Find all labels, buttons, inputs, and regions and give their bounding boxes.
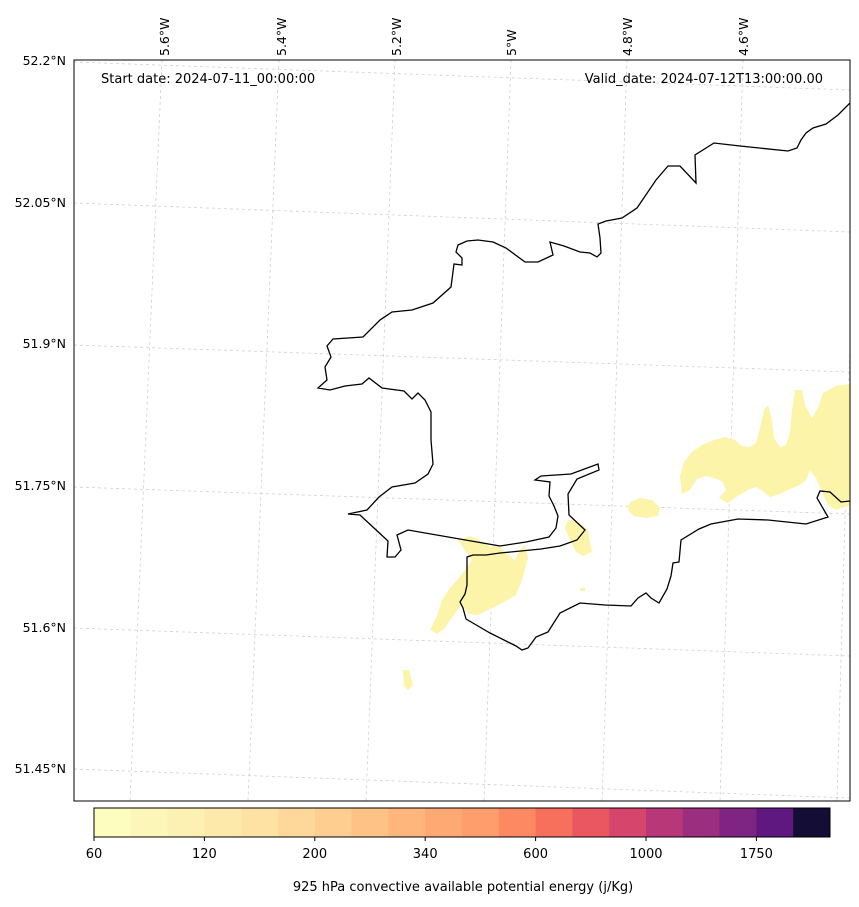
colorbar-segment — [683, 808, 720, 837]
valid-date-label: Valid_date: 2024-07-12T13:00:00.00 — [585, 72, 823, 87]
lon-label-5-0w: 5°W — [504, 29, 519, 56]
colorbar-segment — [278, 808, 315, 837]
longitude-labels: 5.6°W 5.4°W 5.2°W 5°W 4.8°W 4.6°W — [157, 18, 751, 57]
colorbar-segment — [425, 808, 462, 837]
colorbar-segment — [315, 808, 352, 837]
colorbar-segment — [94, 808, 131, 837]
start-date-label: Start date: 2024-07-11_00:00:00 — [101, 72, 315, 87]
latitude-labels: 52.2°N 52.05°N 51.9°N 51.75°N 51.6°N 51.… — [15, 53, 66, 776]
colorbar-segments — [94, 808, 831, 837]
lon-label-5-4w: 5.4°W — [274, 18, 289, 57]
colorbar-segment — [793, 808, 830, 837]
colorbar-segment — [646, 808, 683, 837]
colorbar-segment — [720, 808, 757, 837]
lon-label-5-6w: 5.6°W — [157, 18, 172, 57]
cbar-label-340: 340 — [413, 847, 438, 862]
lat-label-51-6n: 51.6°N — [23, 620, 66, 635]
colorbar-segment — [352, 808, 389, 837]
colorbar-tick-labels: 60 120 200 340 600 1000 1750 — [86, 847, 773, 862]
colorbar-segment — [204, 808, 241, 837]
cbar-label-120: 120 — [192, 847, 217, 862]
lat-label-52-2n: 52.2°N — [23, 53, 66, 68]
map-figure: Start date: 2024-07-11_00:00:00 Valid_da… — [0, 0, 859, 907]
cbar-label-600: 600 — [523, 847, 548, 862]
colorbar-segment — [462, 808, 499, 837]
colorbar-title: 925 hPa convective available potential e… — [293, 880, 633, 895]
colorbar-segment — [756, 808, 793, 837]
colorbar-segment — [168, 808, 205, 837]
lat-label-52-05n: 52.05°N — [15, 195, 66, 210]
cape-blob-dot — [580, 588, 585, 591]
colorbar-segment — [241, 808, 278, 837]
lon-label-5-2w: 5.2°W — [389, 18, 404, 57]
lon-label-4-6w: 4.6°W — [736, 18, 751, 57]
colorbar-segment — [131, 808, 168, 837]
colorbar-ticks — [94, 837, 756, 841]
cbar-label-1000: 1000 — [629, 847, 662, 862]
lat-label-51-75n: 51.75°N — [15, 478, 66, 493]
colorbar-segment — [572, 808, 609, 837]
map-panel — [74, 60, 850, 801]
lat-label-51-9n: 51.9°N — [23, 336, 66, 351]
colorbar-segment — [499, 808, 536, 837]
colorbar-segment — [609, 808, 646, 837]
cbar-label-1750: 1750 — [740, 847, 773, 862]
colorbar-segment — [388, 808, 425, 837]
cbar-label-60: 60 — [86, 847, 103, 862]
lon-label-4-8w: 4.8°W — [620, 18, 635, 57]
colorbar-segment — [536, 808, 573, 837]
cbar-label-200: 200 — [302, 847, 327, 862]
colorbar: 60 120 200 340 600 1000 1750 925 hPa con… — [86, 808, 831, 895]
lat-label-51-45n: 51.45°N — [15, 761, 66, 776]
